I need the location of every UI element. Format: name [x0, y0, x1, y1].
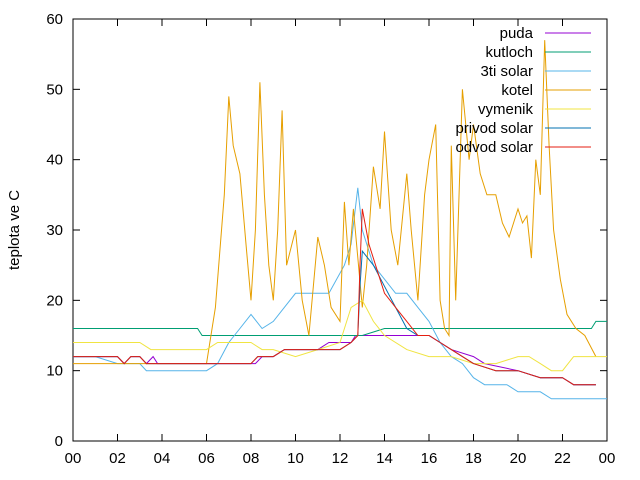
series-line-vymenik — [73, 299, 607, 372]
y-tick-label: 50 — [46, 81, 63, 98]
legend-label: kotel — [501, 82, 533, 99]
x-tick-label: 04 — [154, 450, 171, 467]
x-tick-label: 20 — [510, 450, 527, 467]
x-tick-label: 12 — [332, 450, 349, 467]
x-tick-label: 02 — [109, 450, 126, 467]
y-tick-label: 0 — [55, 433, 63, 450]
legend-label: kutloch — [485, 44, 533, 61]
legend-label: 3ti solar — [480, 63, 533, 80]
y-tick-label: 60 — [46, 11, 63, 28]
x-tick-label: 16 — [421, 450, 438, 467]
legend-label: vymenik — [478, 101, 534, 118]
x-tick-label: 00 — [65, 450, 82, 467]
x-tick-label: 10 — [287, 450, 304, 467]
legend-label: puda — [500, 25, 534, 42]
y-tick-label: 20 — [46, 292, 63, 309]
y-axis-ticks: 0 10 20 30 40 50 60 — [46, 11, 607, 450]
y-tick-label: 10 — [46, 363, 63, 380]
x-tick-label: 22 — [554, 450, 571, 467]
legend-label: odvod solar — [455, 139, 533, 156]
legend-label: privod solar — [455, 120, 533, 137]
series-line-puda — [73, 335, 596, 386]
x-tick-label: 06 — [198, 450, 215, 467]
x-tick-label: 08 — [243, 450, 260, 467]
y-tick-label: 40 — [46, 152, 63, 169]
y-axis-label: teplota ve C — [6, 190, 23, 270]
series-line-privod-solar — [73, 249, 596, 386]
x-axis-ticks: 00 02 04 06 08 10 12 14 16 18 20 22 00 — [65, 19, 616, 467]
x-tick-label: 18 — [465, 450, 482, 467]
series-line-kotel — [73, 40, 597, 365]
series-line-odvod-solar — [73, 208, 596, 386]
y-tick-label: 30 — [46, 222, 63, 239]
legend: puda kutloch 3ti solar kotel vymenik privod s… — [455, 25, 591, 156]
x-tick-label: 14 — [376, 450, 393, 467]
x-tick-label: 00 — [599, 450, 616, 467]
series-lines — [73, 40, 607, 400]
series-line-kutloch — [73, 320, 607, 336]
series-line-3ti-solar — [73, 187, 607, 400]
